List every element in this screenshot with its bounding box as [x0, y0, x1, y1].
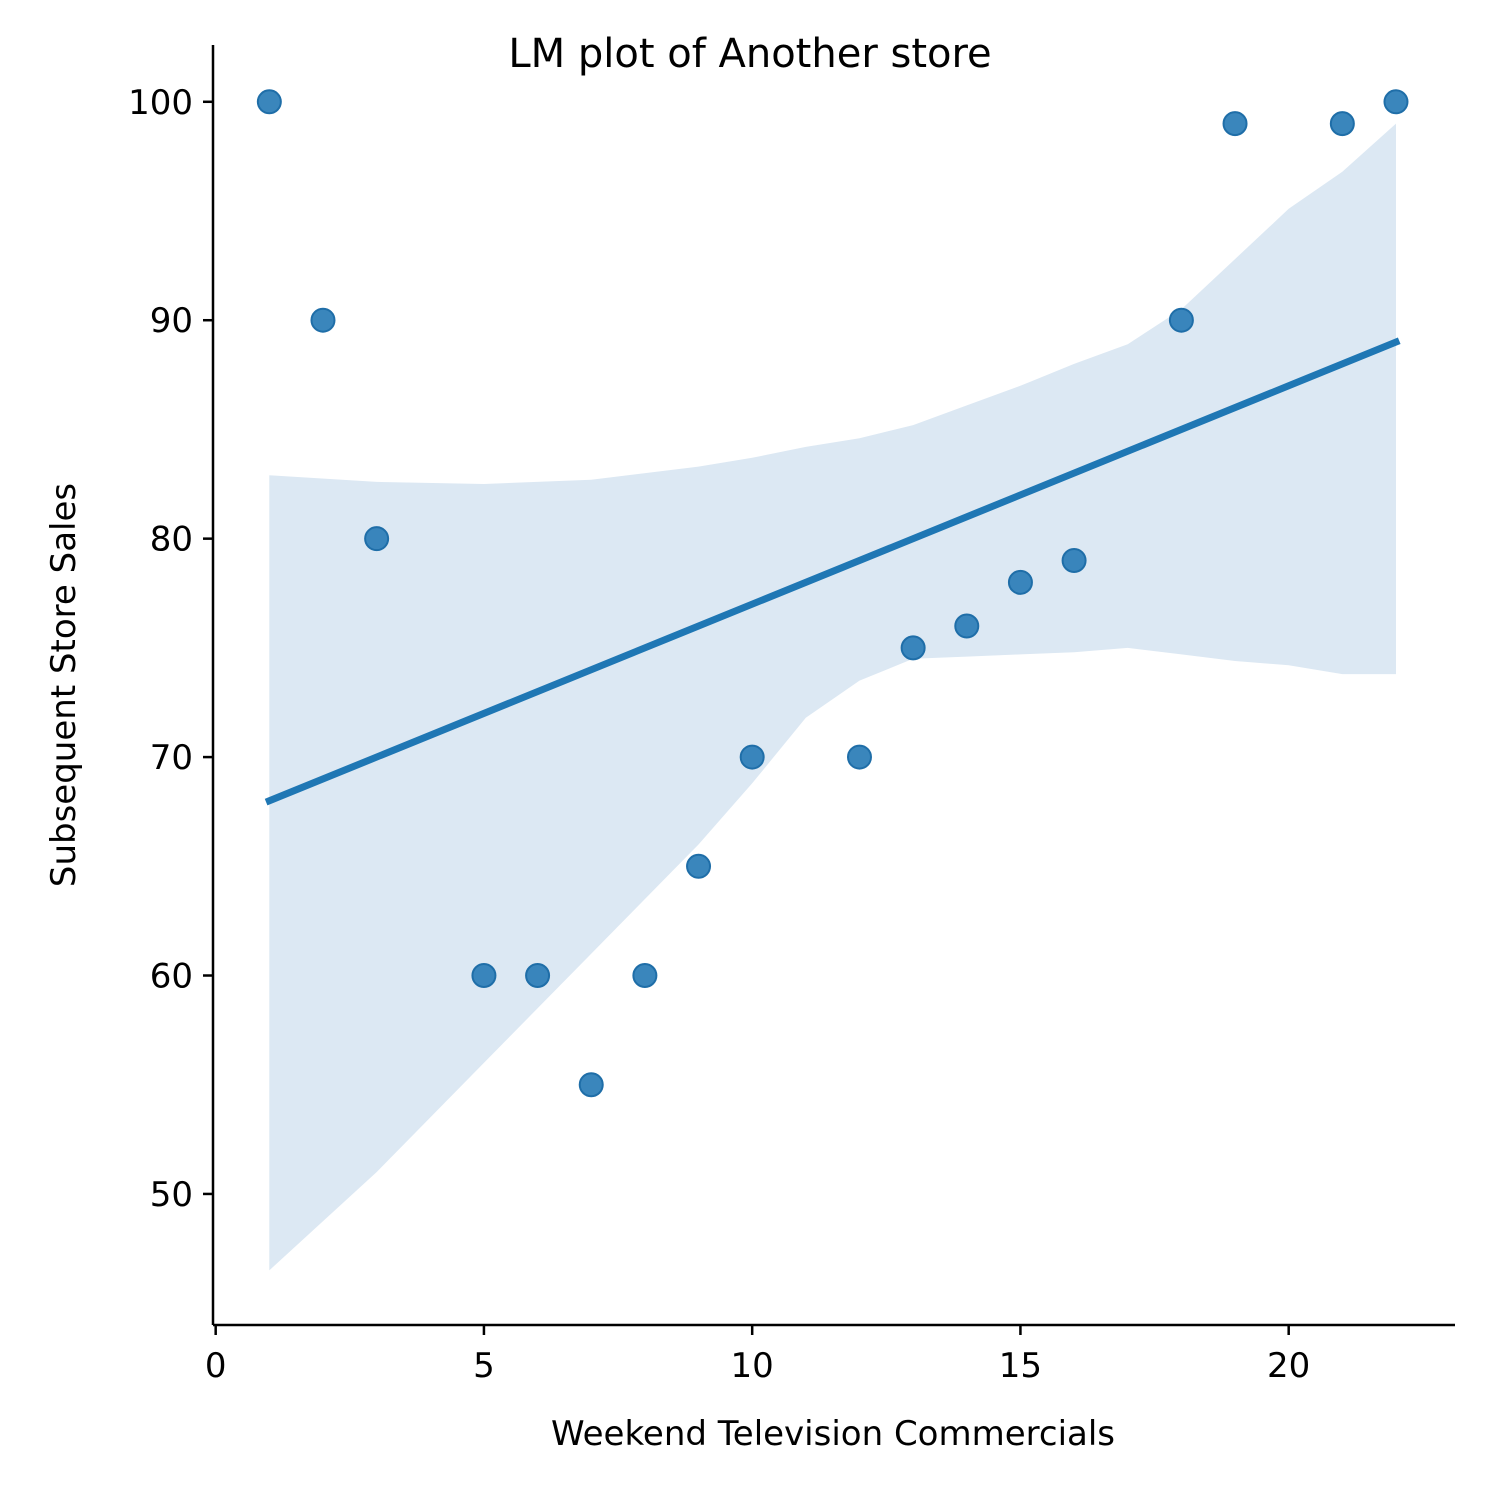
data-points-layer	[256, 89, 1409, 1098]
data-point	[310, 307, 336, 333]
x-tick-label: 0	[205, 1346, 227, 1386]
data-point	[900, 635, 926, 661]
regression-line	[264, 337, 1401, 806]
y-tick-label: 50	[150, 1175, 193, 1215]
data-point	[632, 963, 658, 989]
data-point	[471, 963, 497, 989]
y-axis-label: Subsequent Store Sales	[44, 483, 84, 887]
y-tick-label: 70	[150, 738, 193, 778]
regression-line-layer	[264, 337, 1401, 806]
y-axis-ticks: 50 60 70 80 90 100	[128, 83, 213, 1215]
x-axis-ticks: 0 5 10 15 20	[205, 1325, 1310, 1386]
confidence-band	[269, 123, 1396, 1271]
y-tick-label: 80	[150, 520, 193, 560]
chart-title: LM plot of Another store	[508, 31, 991, 77]
data-point	[364, 526, 390, 552]
y-tick-label: 60	[150, 957, 193, 997]
data-point	[739, 744, 765, 770]
y-tick-label: 90	[150, 301, 193, 341]
x-tick-label: 5	[473, 1346, 495, 1386]
data-point	[846, 744, 872, 770]
data-point	[1222, 111, 1248, 137]
x-tick-label: 15	[999, 1346, 1042, 1386]
data-point	[686, 853, 712, 879]
data-point	[1383, 89, 1409, 115]
data-point	[1168, 307, 1194, 333]
data-point	[1061, 547, 1087, 573]
x-axis-label: Weekend Television Commercials	[551, 1414, 1115, 1454]
y-tick-label: 100	[128, 83, 193, 123]
data-point	[1007, 569, 1033, 595]
data-point	[1329, 111, 1355, 137]
data-point	[256, 89, 282, 115]
data-point	[578, 1072, 604, 1098]
data-point	[525, 963, 551, 989]
data-point	[954, 613, 980, 639]
axes	[211, 45, 1455, 1327]
x-tick-label: 20	[1267, 1346, 1310, 1386]
confidence-band-layer	[269, 123, 1396, 1271]
x-tick-label: 10	[731, 1346, 774, 1386]
